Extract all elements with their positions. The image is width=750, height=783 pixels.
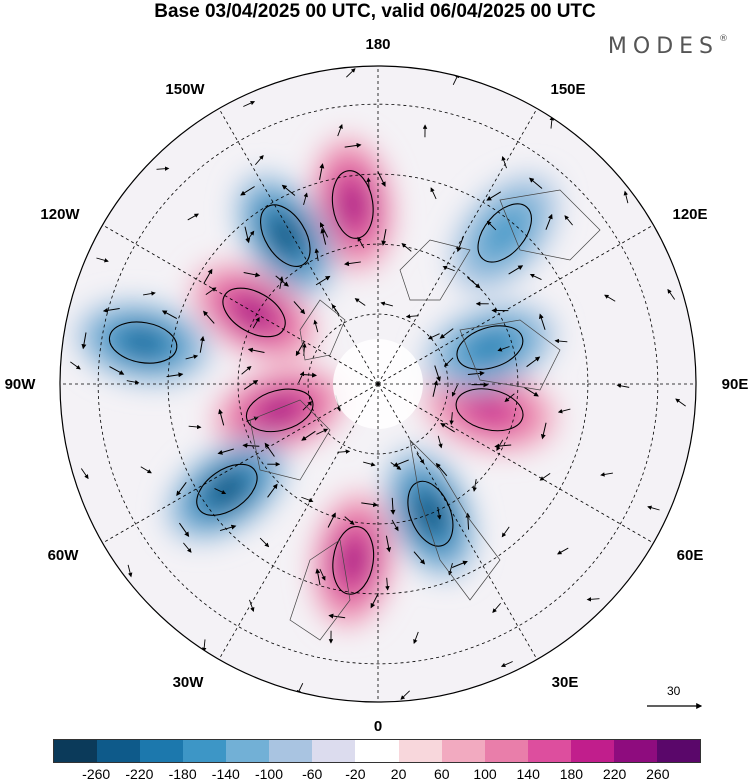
brand-text: MODES [607, 34, 719, 59]
reference-vector-icon [647, 703, 703, 709]
colorbar-tick-label: -180 [168, 766, 197, 782]
colorbar-tick-label: 260 [646, 766, 670, 782]
colorbar-cell [97, 740, 141, 762]
colorbar-cell [312, 740, 356, 762]
lon-label-30w: 30W [172, 674, 204, 691]
map-border [59, 65, 697, 703]
colorbar-cell [355, 740, 399, 762]
colorbar-cell [656, 740, 700, 762]
colorbar-tick-label: -140 [211, 766, 240, 782]
lon-label-60e: 60E [676, 547, 704, 564]
colorbar-tick-label: -100 [254, 766, 284, 782]
lon-label-0: 0 [373, 718, 383, 735]
lon-label-90w: 90W [4, 376, 36, 393]
colorbar-tick-label: -20 [345, 766, 366, 782]
anomaly-low-pacific-east [451, 174, 559, 292]
colorbar-tick-label: 60 [434, 766, 450, 782]
anomaly-high-bering [312, 136, 394, 273]
colorbar-cell [183, 740, 227, 762]
colorbar-cell [613, 740, 657, 762]
lon-label-120e: 120E [672, 206, 708, 223]
lon-label-30e: 30E [551, 674, 579, 691]
colorbar-cell [54, 740, 98, 762]
colorbar-tick-label: -220 [125, 766, 154, 782]
lon-label-60w: 60W [47, 547, 79, 564]
colorbar-cell [226, 740, 270, 762]
anomaly-high-canada [213, 367, 347, 453]
colorbar-tick-label: 140 [516, 766, 540, 782]
anomaly-low-pacific-northwest [75, 301, 211, 384]
lon-label-180: 180 [365, 36, 391, 53]
graticule [60, 66, 696, 702]
anomaly-high-nw-canada [191, 263, 317, 361]
colorbar-cell [484, 740, 528, 762]
lon-label-150w: 150W [165, 81, 205, 98]
anomaly-low-asia [424, 304, 556, 392]
colorbar-tick-label: -60 [302, 766, 323, 782]
colorbar-tick-label: 20 [390, 766, 407, 782]
reference-vector-label: 30 [667, 684, 681, 698]
colorbar-tick-label: -260 [82, 766, 111, 782]
lon-label-120w: 120W [40, 206, 80, 223]
lon-label-150e: 150E [550, 81, 586, 98]
colorbar-tick-label: 180 [559, 766, 584, 782]
colorbar-cell [570, 740, 614, 762]
lon-label-90e: 90E [721, 376, 749, 393]
anomaly-field [75, 136, 559, 628]
chart-title: Base 03/04/2025 00 UTC, valid 06/04/2025… [154, 1, 596, 22]
colorbar-cell [527, 740, 571, 762]
colorbar-cell [140, 740, 184, 762]
colorbar [53, 739, 701, 763]
colorbar-tick-label: 100 [473, 766, 497, 782]
colorbar-cell [441, 740, 485, 762]
brand-logo: MODES® [608, 34, 728, 59]
anomaly-high-atlantic [312, 492, 394, 628]
colorbar-cell [398, 740, 442, 762]
colorbar-cell [269, 740, 313, 762]
coastlines [249, 189, 601, 641]
colorbar-tick-label: 220 [602, 766, 627, 782]
registered-mark: ® [719, 34, 728, 44]
